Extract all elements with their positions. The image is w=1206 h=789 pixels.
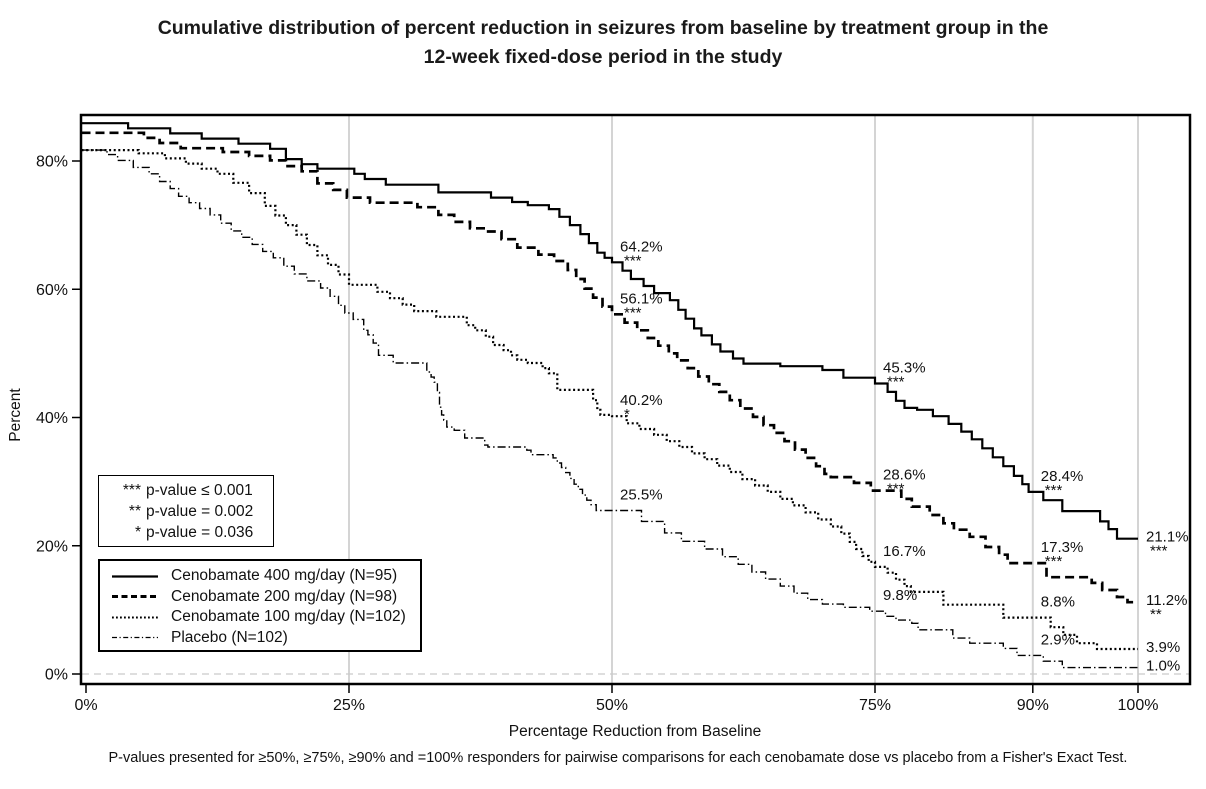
annotation-value-placebo-at75: 9.8% bbox=[883, 587, 917, 604]
pvalue-legend: *** p-value ≤ 0.001 ** p-value = 0.002 *… bbox=[98, 475, 274, 547]
dash-dot-line-sample-icon bbox=[112, 637, 158, 639]
curve-placebo bbox=[81, 149, 1138, 669]
pvalue-legend-row: *** p-value ≤ 0.001 bbox=[99, 480, 273, 501]
legend-row-cenobamate-100: Cenobamate 100 mg/day (N=102) bbox=[112, 607, 420, 628]
annotation-value-cenobamate-200-at75: 28.6% bbox=[883, 467, 926, 484]
annotation-value-cenobamate-100-at75: 16.7% bbox=[883, 543, 926, 560]
pvalue-text: p-value ≤ 0.001 bbox=[146, 482, 253, 499]
y-tick-label: 60% bbox=[36, 282, 68, 299]
annotation-value-placebo-at50: 25.5% bbox=[620, 486, 663, 503]
annotation-stars-cenobamate-200-at75: *** bbox=[887, 481, 905, 498]
x-tick-label: 0% bbox=[74, 697, 97, 714]
annotation-value-cenobamate-400-at90: 28.4% bbox=[1041, 468, 1084, 485]
annotation-value-cenobamate-100-at90: 8.8% bbox=[1041, 594, 1075, 611]
annotation-value-cenobamate-200-at50: 56.1% bbox=[620, 290, 663, 307]
pvalue-legend-row: ** p-value = 0.002 bbox=[99, 501, 273, 522]
curve-cenobamate-100 bbox=[81, 149, 1138, 651]
annotation-value-placebo-at100: 1.0% bbox=[1146, 658, 1180, 675]
legend-label: Cenobamate 200 mg/day (N=98) bbox=[171, 587, 398, 605]
dashed-line-sample-icon bbox=[112, 595, 158, 599]
significance-stars: * bbox=[134, 524, 141, 541]
y-axis-title: Percent bbox=[7, 388, 24, 442]
annotation-stars-cenobamate-200-at50: *** bbox=[624, 304, 642, 321]
pvalue-text: p-value = 0.036 bbox=[146, 524, 254, 541]
dotted-line-sample-icon bbox=[112, 616, 158, 619]
chart-title: Cumulative distribution of percent reduc… bbox=[0, 14, 1206, 72]
annotation-stars-cenobamate-200-at100: ** bbox=[1150, 606, 1162, 623]
annotation-stars-cenobamate-400-at50: *** bbox=[624, 252, 642, 269]
annotation-value-cenobamate-200-at100: 11.2% bbox=[1146, 592, 1187, 609]
x-axis-title: Percentage Reduction from Baseline bbox=[509, 723, 761, 740]
x-tick-label: 25% bbox=[333, 697, 365, 714]
legend-row-cenobamate-200: Cenobamate 200 mg/day (N=98) bbox=[112, 587, 420, 608]
x-tick-label: 100% bbox=[1118, 697, 1159, 714]
annotation-stars-cenobamate-100-at50: * bbox=[624, 406, 630, 423]
chart-title-line1: Cumulative distribution of percent reduc… bbox=[157, 17, 1049, 39]
legend-label: Placebo (N=102) bbox=[171, 628, 288, 646]
annotation-stars-cenobamate-400-at75: *** bbox=[887, 374, 905, 391]
x-tick-label: 50% bbox=[596, 697, 628, 714]
chart-title-line2: 12-week fixed-dose period in the study bbox=[423, 46, 783, 68]
plot-frame bbox=[79, 113, 1192, 686]
annotation-value-cenobamate-200-at90: 17.3% bbox=[1041, 539, 1084, 556]
legend-label: Cenobamate 400 mg/day (N=95) bbox=[171, 567, 398, 585]
y-tick-label: 20% bbox=[36, 538, 68, 555]
footnote: P-values presented for ≥50%, ≥75%, ≥90% … bbox=[108, 750, 1128, 766]
pvalue-text: p-value = 0.002 bbox=[146, 503, 254, 520]
y-tick-label: 40% bbox=[36, 410, 68, 427]
annotation-value-cenobamate-400-at100: 21.1% bbox=[1146, 529, 1189, 546]
y-tick-label: 0% bbox=[45, 667, 68, 684]
annotation-stars-cenobamate-200-at90: *** bbox=[1045, 553, 1063, 570]
significance-stars: ** bbox=[128, 503, 141, 520]
curve-cenobamate-400 bbox=[81, 122, 1138, 540]
annotation-value-cenobamate-400-at50: 64.2% bbox=[620, 238, 663, 255]
annotation-value-cenobamate-100-at50: 40.2% bbox=[620, 392, 663, 409]
y-tick-label: 80% bbox=[36, 154, 68, 171]
series-legend: Cenobamate 400 mg/day (N=95) Cenobamate … bbox=[98, 559, 422, 652]
annotation-stars-cenobamate-400-at90: *** bbox=[1045, 482, 1063, 499]
pvalue-legend-row: * p-value = 0.036 bbox=[99, 522, 273, 543]
annotation-stars-cenobamate-400-at100: *** bbox=[1150, 543, 1168, 560]
x-tick-label: 75% bbox=[859, 697, 891, 714]
legend-label: Cenobamate 100 mg/day (N=102) bbox=[171, 608, 406, 626]
annotation-value-placebo-at90: 2.9% bbox=[1041, 631, 1075, 648]
x-tick-label: 90% bbox=[1017, 697, 1049, 714]
annotation-value-cenobamate-100-at100: 3.9% bbox=[1146, 639, 1180, 656]
curve-cenobamate-200 bbox=[81, 131, 1138, 604]
annotation-value-cenobamate-400-at75: 45.3% bbox=[883, 360, 926, 377]
legend-row-placebo: Placebo (N=102) bbox=[112, 628, 420, 649]
legend-row-cenobamate-400: Cenobamate 400 mg/day (N=95) bbox=[112, 566, 420, 587]
significance-stars: *** bbox=[122, 482, 141, 499]
solid-line-sample-icon bbox=[112, 575, 158, 578]
